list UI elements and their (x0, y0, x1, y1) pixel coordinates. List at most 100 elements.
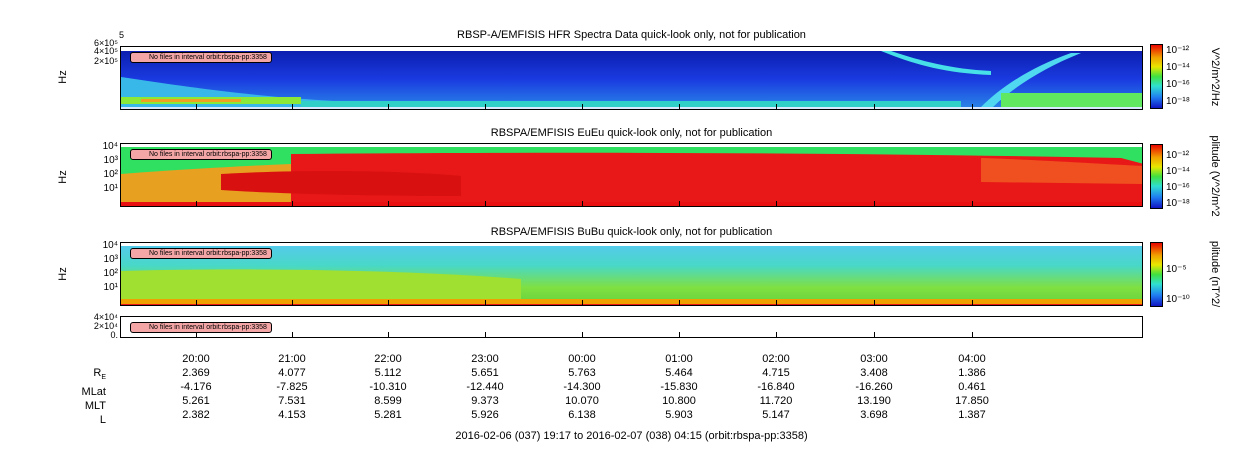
panel4-ytick: 0. (110, 330, 118, 340)
panel1-orange-band (141, 99, 241, 102)
ephemeris-value: 17.850 (955, 395, 989, 407)
x-major-tick (485, 201, 486, 206)
panel4-ytick: 4×10⁴ (93, 312, 118, 322)
x-major-tick (196, 201, 197, 206)
x-major-tick (196, 300, 197, 305)
ephemeris-value: 2.369 (182, 367, 210, 379)
ephemeris-value: 5.903 (665, 409, 693, 421)
panel2-cb-tick: 10⁻¹² (1166, 150, 1190, 161)
panel1-green-band-right (1001, 93, 1142, 107)
panel1-colorbar (1150, 44, 1163, 109)
x-major-tick (582, 104, 583, 109)
x-major-tick (388, 201, 389, 206)
panel1-colorbar-fill (1150, 44, 1163, 109)
panel3-ytick: 10¹ (103, 282, 118, 293)
ephem-label-re: RE (60, 366, 106, 385)
ephemeris-column: 20:00 2.369 -4.176 5.261 2.382 (166, 352, 226, 422)
ephemeris-value: 4.153 (278, 409, 306, 421)
x-major-tick (485, 104, 486, 109)
x-major-tick (874, 104, 875, 109)
x-major-tick (776, 332, 777, 337)
ephemeris-value: 3.698 (860, 409, 888, 421)
panel3-bottom-red (121, 304, 1142, 305)
time-tick-label: 22:00 (374, 353, 402, 365)
panel2-plot: No files in interval orbit:rbspa-pp:3358 (120, 143, 1143, 207)
ephemeris-table: 20:00 2.369 -4.176 5.261 2.382 21:00 4.077 -7.8… (0, 352, 1250, 424)
x-major-tick (388, 104, 389, 109)
ephemeris-column: 23:00 5.651 -12.440 9.373 5.926 (455, 352, 515, 422)
time-tick-label: 04:00 (958, 353, 986, 365)
panel2-title: RBSPA/EMFISIS EuEu quick-look only, not … (490, 127, 773, 139)
panel3-cb-tick: 10⁻⁵ (1166, 264, 1187, 275)
panel3-spectrogram (121, 243, 1142, 305)
ephemeris-column: 01:00 5.464 -15.830 10.800 5.903 (649, 352, 709, 422)
time-tick-label: 02:00 (762, 353, 790, 365)
ephemeris-column: 02:00 4.715 -16.840 11.720 5.147 (746, 352, 806, 422)
panel1-ytick: 4×10⁵ (93, 46, 118, 56)
ephemeris-value: 5.281 (374, 409, 402, 421)
ephemeris-column: 04:00 1.386 0.461 17.850 1.387 (942, 352, 1002, 422)
panel3-title: RBSPA/EMFISIS BuBu quick-look only, not … (490, 226, 773, 238)
x-major-tick (679, 201, 680, 206)
ephemeris-value: -12.440 (466, 381, 504, 393)
ephemeris-value: 5.926 (471, 409, 499, 421)
panel3-ylabel: Hz (57, 267, 69, 281)
time-tick-label: 03:00 (860, 353, 888, 365)
ephemeris-column: 22:00 5.112 -10.310 8.599 5.281 (358, 352, 418, 422)
ephemeris-value: 8.599 (374, 395, 402, 407)
panel3-cb-tick: 10⁻¹⁰ (1166, 294, 1190, 305)
panel1-spectrogram (121, 47, 1142, 109)
ephem-label-re-text: R (93, 367, 102, 379)
panel2-spectrogram (121, 144, 1142, 206)
ephemeris-value: 5.763 (568, 367, 596, 379)
panel3-colorbar-label: plitude (nT^2/ (1209, 240, 1221, 308)
x-major-tick (582, 300, 583, 305)
panel2-colorbar-label: plitude (V^2/m^2 (1209, 135, 1221, 217)
panel2-right-band (981, 158, 1142, 184)
panel1-top-gap (121, 47, 1142, 51)
panel1-ytick: 2×10⁵ (93, 56, 118, 66)
panel3-colorbar (1150, 242, 1163, 307)
ephemeris-value: 5.147 (762, 409, 790, 421)
ephemeris-value: 4.077 (278, 367, 306, 379)
panel2-cb-tick: 10⁻¹⁶ (1166, 182, 1190, 193)
ephemeris-value: -14.300 (563, 381, 601, 393)
x-major-tick (776, 201, 777, 206)
ephemeris-value: -10.310 (369, 381, 407, 393)
ephemeris-value: 5.651 (471, 367, 499, 379)
x-major-tick (874, 300, 875, 305)
panel1-cyan-band (301, 101, 961, 107)
panel2-colorbar-fill (1150, 144, 1163, 209)
panel2-red-blob (221, 170, 461, 196)
x-major-tick (292, 300, 293, 305)
x-major-tick (388, 332, 389, 337)
panel2-cb-tick: 10⁻¹⁸ (1166, 198, 1190, 209)
ephemeris-value: -16.840 (757, 381, 795, 393)
panel1-ytick-labels: 5 6×10⁵ 4×10⁵ 2×10⁵ (78, 30, 124, 76)
panel3-notice: No files in interval orbit:rbspa-pp:3358 (130, 248, 272, 259)
panel3-plot: No files in interval orbit:rbspa-pp:3358 (120, 242, 1143, 306)
x-major-tick (196, 104, 197, 109)
ephemeris-value: 5.464 (665, 367, 693, 379)
panel2-cb-tick: 10⁻¹⁴ (1166, 166, 1191, 177)
x-major-tick (874, 201, 875, 206)
ephemeris-value: -4.176 (180, 381, 212, 393)
x-major-tick (679, 104, 680, 109)
panel2-colorbar-ticks: 10⁻¹² 10⁻¹⁴ 10⁻¹⁶ 10⁻¹⁸ (1166, 148, 1190, 212)
x-major-tick (485, 300, 486, 305)
ephemeris-column: 21:00 4.077 -7.825 7.531 4.153 (262, 352, 322, 422)
panel1-cb-tick: 10⁻¹² (1166, 45, 1190, 56)
ephemeris-value: 13.190 (857, 395, 891, 407)
panel1-bottom-gap (121, 107, 1142, 109)
x-major-tick (972, 104, 973, 109)
ephem-label-re-sub: E (101, 374, 106, 382)
panel1-notice: No files in interval orbit:rbspa-pp:3358 (130, 52, 272, 63)
panel4-ytick: 2×10⁴ (93, 321, 118, 331)
ephemeris-value: 6.138 (568, 409, 596, 421)
x-major-tick (972, 300, 973, 305)
ephemeris-value: 0.461 (958, 381, 986, 393)
x-major-tick (196, 332, 197, 337)
x-major-tick (972, 201, 973, 206)
ephemeris-value: 10.070 (565, 395, 599, 407)
panel1-plot: No files in interval orbit:rbspa-pp:3358 (120, 46, 1143, 110)
